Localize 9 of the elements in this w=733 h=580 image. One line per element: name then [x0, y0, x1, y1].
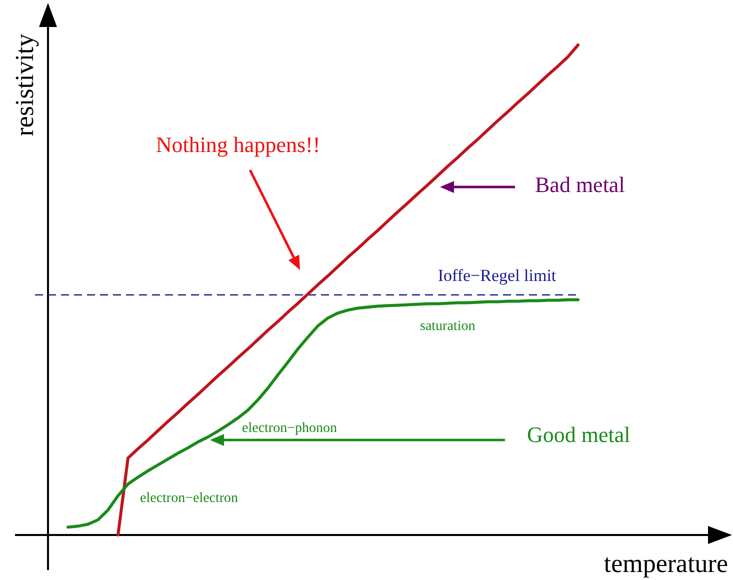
annotation: Bad metal: [535, 172, 625, 197]
annotation: Nothing happens!!: [156, 132, 320, 157]
annotation: saturation: [420, 319, 476, 334]
x-axis-title: temperature: [604, 549, 728, 578]
annotation: electron−phonon: [242, 421, 337, 436]
ref-line-label: Ioffe−Regel limit: [438, 266, 556, 285]
annotation: electron−electron: [140, 491, 238, 506]
y-axis-title: resistivity: [10, 34, 39, 136]
annotation: Good metal: [527, 422, 630, 447]
